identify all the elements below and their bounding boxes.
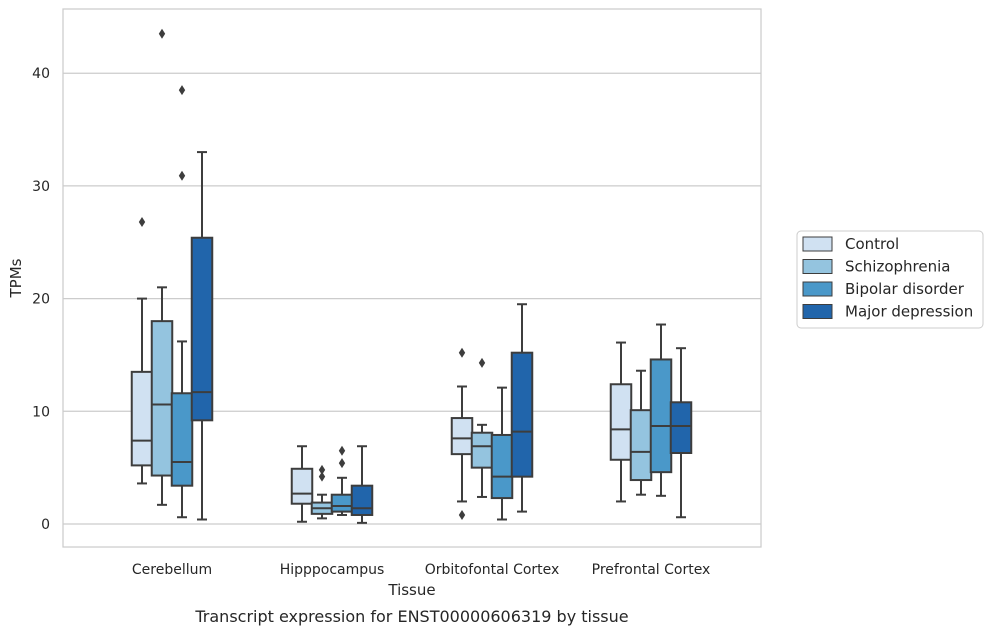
outlier-point [318, 471, 326, 482]
outlier-point [158, 28, 166, 39]
outlier-point [138, 216, 146, 227]
box-iqr [510, 351, 534, 478]
box-iqr [629, 409, 653, 482]
y-tick-labels: 0 10 20 30 40 [32, 66, 50, 533]
legend-label: Schizophrenia [845, 258, 950, 276]
box-iqr [330, 493, 354, 513]
x-tick-label: Orbitofontal Cortex [425, 562, 560, 578]
x-tick-label: Prefrontal Cortex [592, 562, 711, 578]
y-tick-label: 20 [32, 292, 50, 308]
series-control [130, 216, 633, 523]
outlier-point [478, 357, 486, 368]
box-group [629, 369, 653, 496]
box-groups [130, 28, 693, 524]
y-axis-label: TPMs [7, 258, 25, 298]
y-tick-label: 40 [32, 66, 50, 82]
box-iqr [649, 358, 673, 474]
box-iqr [350, 484, 374, 516]
box-iqr [450, 417, 474, 456]
y-tick-label: 10 [32, 404, 50, 420]
x-tick-labels: Cerebellum Hipppocampus Orbitofontal Corte… [132, 562, 710, 578]
box-group [510, 303, 534, 513]
outlier-point [458, 509, 466, 520]
box-iqr [190, 236, 214, 422]
box-group [190, 151, 214, 521]
y-tick-label: 30 [32, 179, 50, 195]
legend-swatch [802, 259, 833, 274]
series-schizophrenia [150, 28, 653, 520]
outlier-point [458, 347, 466, 358]
figure-caption: Transcript expression for ENST0000060631… [194, 607, 628, 626]
box-group [649, 323, 673, 497]
box-group [150, 28, 174, 506]
box-group [350, 445, 374, 524]
outlier-point [178, 170, 186, 181]
box-group [450, 347, 474, 520]
box-iqr [669, 401, 693, 454]
outlier-point [318, 464, 326, 475]
legend-label: Control [845, 235, 899, 253]
outlier-point [338, 458, 346, 469]
legend-swatch [802, 281, 833, 297]
x-tick-label: Hipppocampus [280, 562, 385, 578]
box-iqr [150, 320, 174, 477]
outlier-point [178, 85, 186, 96]
box-iqr [290, 467, 314, 505]
outlier-point [338, 445, 346, 456]
box-iqr [130, 370, 154, 467]
legend-label: Bipolar disorder [845, 280, 965, 298]
legend-frame [796, 230, 984, 329]
box-group [130, 216, 154, 485]
x-tick-label: Cerebellum [132, 562, 212, 578]
box-group [669, 347, 693, 519]
plot-frame [62, 8, 762, 548]
legend-swatch [802, 304, 833, 319]
box-iqr [170, 392, 194, 487]
box-group [310, 464, 334, 520]
box-group [290, 445, 314, 523]
y-tick-label: 0 [41, 517, 50, 533]
box-iqr [470, 431, 494, 469]
box-group [170, 85, 194, 519]
box-iqr [490, 433, 514, 500]
x-axis-label: Tissue [387, 581, 435, 599]
series-major-depression [190, 151, 693, 524]
box-iqr [609, 383, 633, 461]
legend-label: Major depression [845, 303, 973, 321]
legend-swatch [802, 236, 833, 252]
legend: Control Schizophrenia Bipolar disorder Majo… [796, 230, 984, 329]
